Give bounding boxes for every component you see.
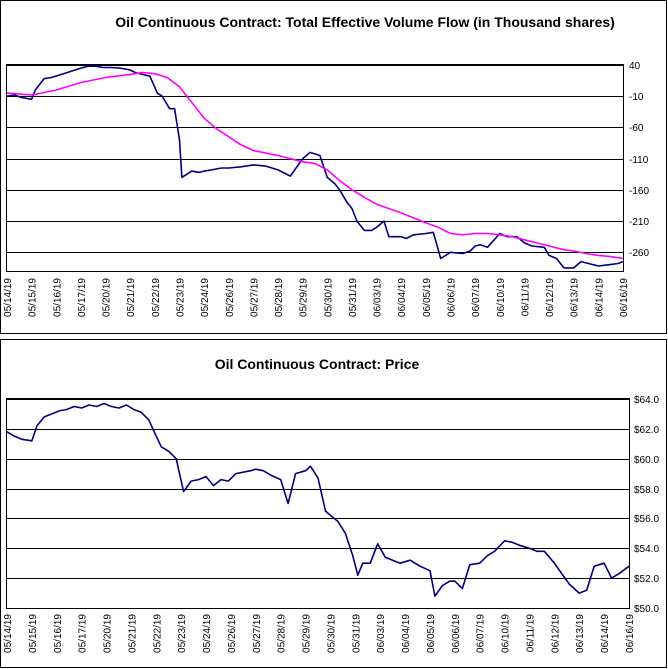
x-tick-label: 06/10/19 bbox=[496, 278, 507, 317]
x-tick-label: 05/31/19 bbox=[351, 614, 362, 653]
x-tick-label: 06/03/19 bbox=[373, 278, 384, 317]
x-tick-label: 05/27/19 bbox=[249, 278, 260, 317]
x-tick-label: 05/16/19 bbox=[53, 614, 64, 653]
x-tick-label: 05/20/19 bbox=[103, 614, 114, 653]
price-x-ticks: 05/14/19 05/15/19 05/16/19 05/17/19 05/20/19… bbox=[3, 614, 636, 653]
x-tick-label: 06/13/19 bbox=[575, 614, 586, 653]
x-tick-label: 05/28/19 bbox=[274, 278, 285, 317]
x-tick-label: 05/17/19 bbox=[77, 278, 88, 317]
y-tick-label: $60.0 bbox=[634, 455, 659, 466]
volume-flow-series bbox=[6, 65, 624, 269]
x-tick-label: 06/13/19 bbox=[570, 278, 581, 317]
x-tick-label: 06/04/19 bbox=[397, 278, 408, 317]
x-tick-label: 06/16/19 bbox=[625, 614, 636, 653]
volume-flow-x-ticks: 05/14/19 05/15/19 05/16/19 05/17/19 05/20/19… bbox=[3, 278, 630, 317]
x-tick-label: 06/07/19 bbox=[471, 278, 482, 317]
y-tick-label: $58.0 bbox=[634, 485, 659, 496]
x-tick-label: 06/16/19 bbox=[619, 278, 630, 317]
x-tick-label: 05/30/19 bbox=[326, 614, 337, 653]
x-tick-label: 05/24/19 bbox=[200, 278, 211, 317]
x-tick-label: 05/14/19 bbox=[3, 278, 14, 317]
x-tick-label: 06/06/19 bbox=[447, 278, 458, 317]
y-tick-label: $64.0 bbox=[634, 395, 659, 406]
price-series bbox=[6, 402, 630, 597]
x-tick-label: 05/14/19 bbox=[3, 614, 14, 653]
x-tick-label: 05/30/19 bbox=[323, 278, 334, 317]
series-line-1 bbox=[6, 71, 624, 260]
y-tick-label: -110 bbox=[629, 155, 649, 166]
volume-flow-panel bbox=[0, 0, 667, 334]
x-tick-label: 05/22/19 bbox=[152, 614, 163, 653]
x-tick-label: 05/29/19 bbox=[302, 614, 313, 653]
x-tick-label: 05/21/19 bbox=[126, 278, 137, 317]
x-tick-label: 06/05/19 bbox=[426, 614, 437, 653]
x-tick-label: 05/26/19 bbox=[227, 614, 238, 653]
x-tick-label: 06/12/19 bbox=[545, 278, 556, 317]
x-tick-label: 06/14/19 bbox=[600, 614, 611, 653]
x-tick-label: 06/06/19 bbox=[451, 614, 462, 653]
y-tick-label: $62.0 bbox=[634, 425, 659, 436]
y-tick-label: -160 bbox=[629, 186, 649, 197]
x-tick-label: 05/16/19 bbox=[52, 278, 63, 317]
x-tick-label: 05/15/19 bbox=[28, 614, 39, 653]
price-panel bbox=[0, 339, 667, 668]
x-tick-label: 05/23/19 bbox=[175, 278, 186, 317]
volume-flow-chart: Oil Continuous Contract: Total Effective… bbox=[0, 0, 667, 334]
x-tick-label: 05/26/19 bbox=[225, 278, 236, 317]
x-tick-label: 05/27/19 bbox=[252, 614, 263, 653]
x-tick-label: 05/21/19 bbox=[127, 614, 138, 653]
volume-flow-gridlines bbox=[7, 65, 623, 253]
x-tick-label: 06/14/19 bbox=[594, 278, 605, 317]
x-tick-label: 05/20/19 bbox=[102, 278, 113, 317]
y-tick-label: $54.0 bbox=[634, 544, 659, 555]
x-tick-label: 05/28/19 bbox=[277, 614, 288, 653]
price-chart: Oil Continuous Contract: Price $64.0 $62.… bbox=[0, 339, 667, 668]
price-title: Oil Continuous Contract: Price bbox=[215, 356, 420, 372]
x-tick-label: 06/11/19 bbox=[520, 278, 531, 317]
x-tick-label: 05/15/19 bbox=[28, 278, 39, 317]
y-tick-label: -10 bbox=[629, 92, 644, 103]
volume-flow-plot-area bbox=[6, 64, 624, 272]
x-tick-label: 05/22/19 bbox=[151, 278, 162, 317]
price-y-ticks: $64.0 $62.0 $60.0 $58.0 $56.0 $54.0 $52.0 $50.0 bbox=[634, 395, 659, 615]
price-plot-area bbox=[6, 398, 630, 609]
volume-flow-y-ticks: 40 -10 -60 -110 -160 -210 -260 bbox=[629, 61, 649, 259]
x-tick-label: 05/17/19 bbox=[78, 614, 89, 653]
x-tick-label: 05/31/19 bbox=[348, 278, 359, 317]
y-tick-label: $52.0 bbox=[634, 574, 659, 585]
x-tick-label: 06/12/19 bbox=[550, 614, 561, 653]
x-tick-label: 06/11/19 bbox=[525, 614, 536, 653]
x-tick-label: 05/29/19 bbox=[299, 278, 310, 317]
x-tick-label: 06/05/19 bbox=[422, 278, 433, 317]
y-tick-label: -210 bbox=[629, 217, 649, 228]
y-tick-label: -60 bbox=[629, 123, 644, 134]
x-tick-label: 06/10/19 bbox=[501, 614, 512, 653]
x-tick-label: 06/07/19 bbox=[476, 614, 487, 653]
x-tick-label: 05/23/19 bbox=[177, 614, 188, 653]
volume-flow-title: Oil Continuous Contract: Total Effective… bbox=[115, 14, 615, 30]
y-tick-label: $50.0 bbox=[634, 604, 659, 615]
series-line-0 bbox=[6, 402, 630, 597]
y-tick-label: $56.0 bbox=[634, 514, 659, 525]
y-tick-label: 40 bbox=[629, 61, 641, 72]
x-tick-label: 06/04/19 bbox=[401, 614, 412, 653]
x-tick-label: 05/24/19 bbox=[202, 614, 213, 653]
y-tick-label: -260 bbox=[629, 248, 649, 259]
x-tick-label: 06/03/19 bbox=[376, 614, 387, 653]
